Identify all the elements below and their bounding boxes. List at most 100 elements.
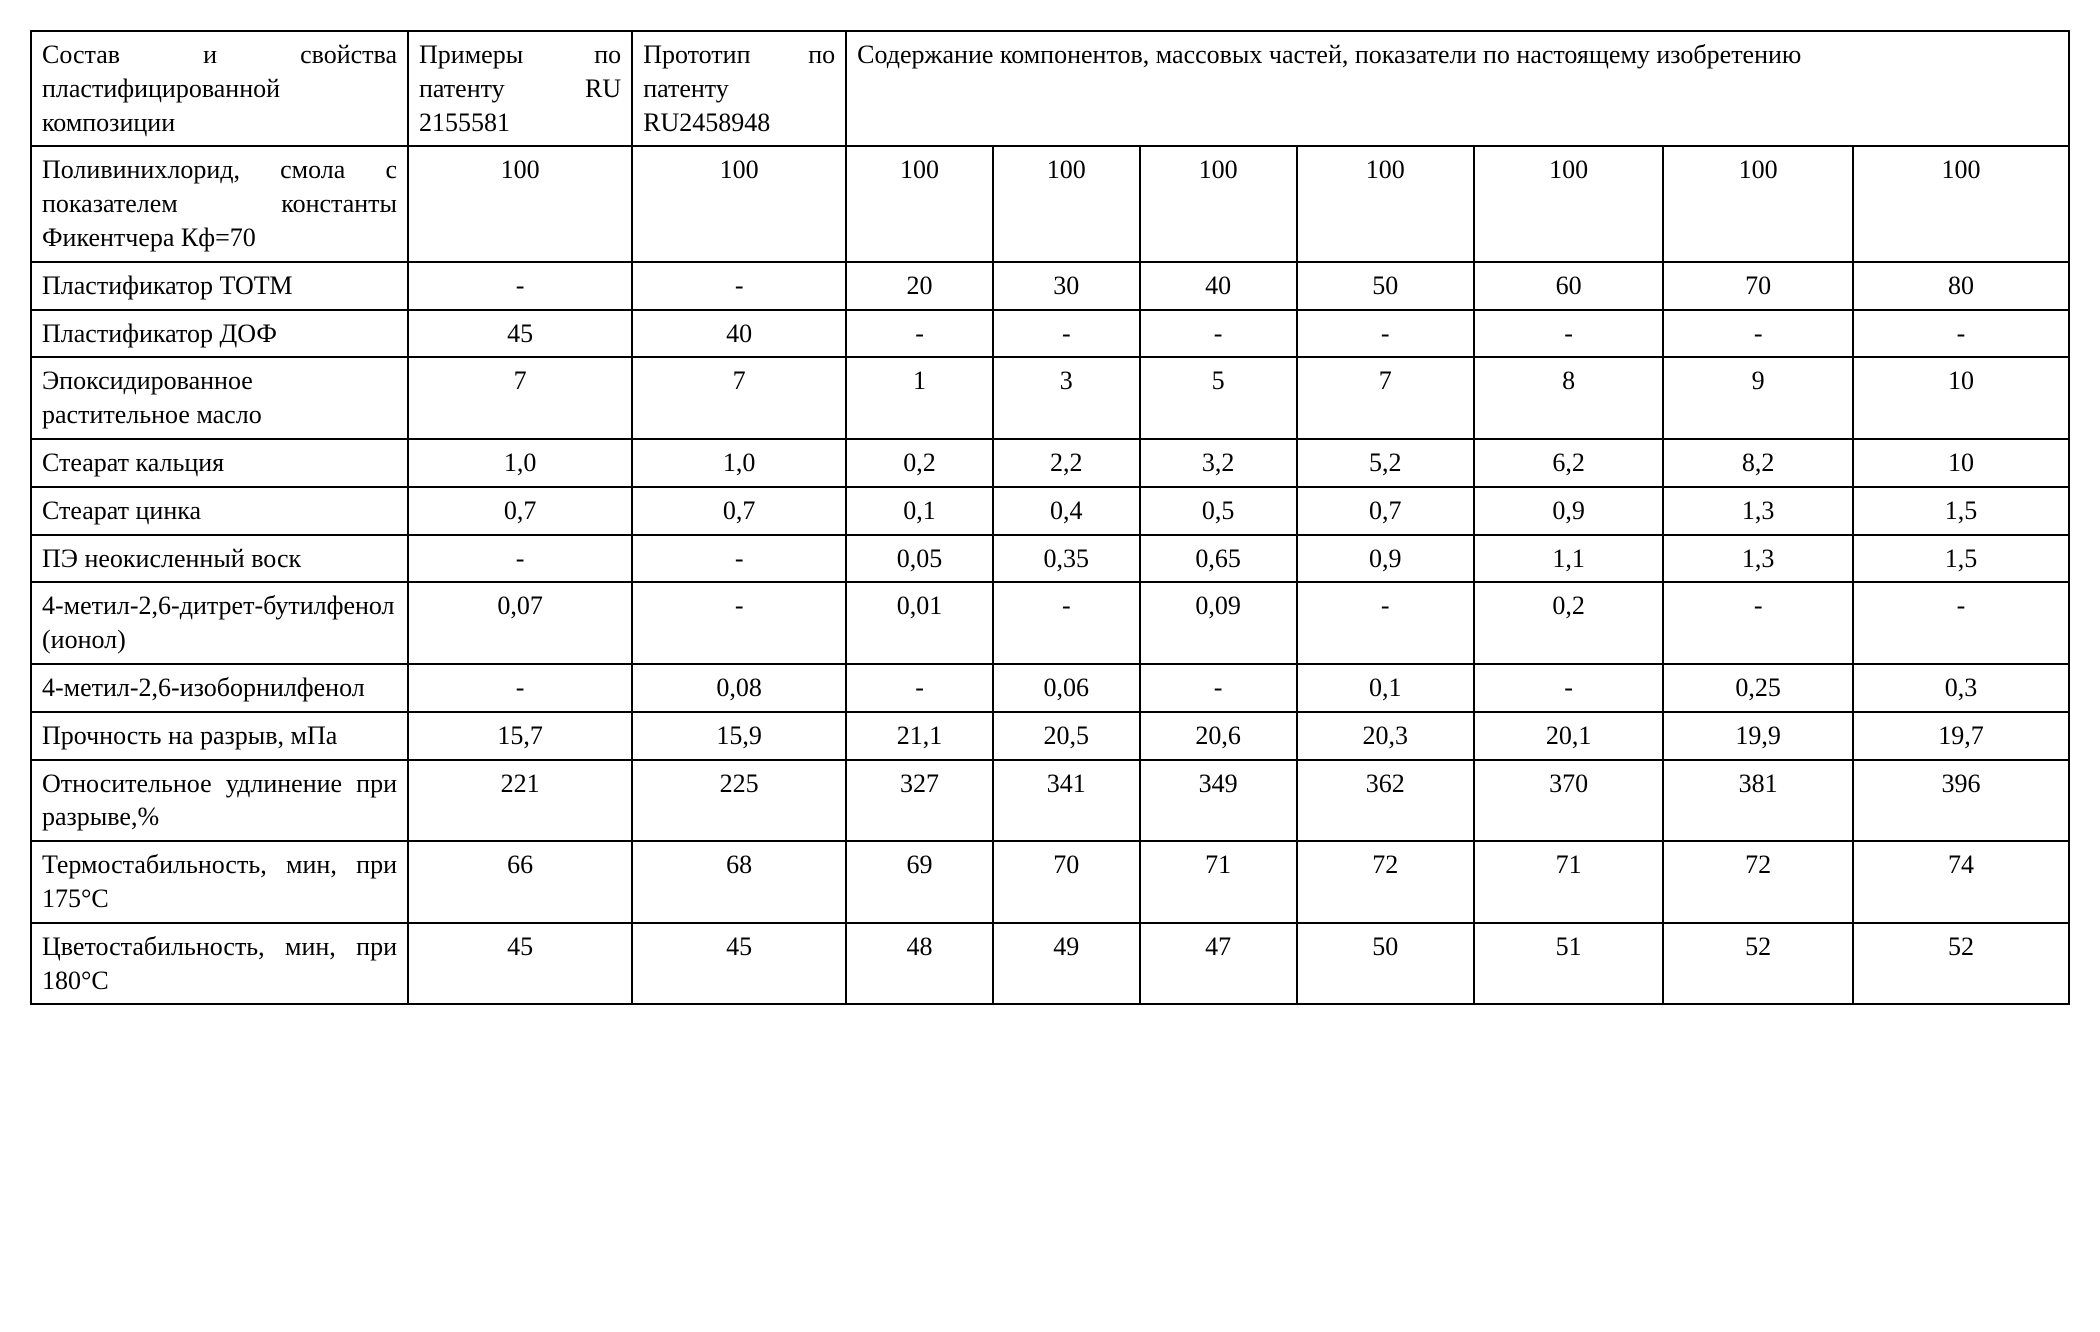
table-cell: 20: [846, 262, 993, 310]
table-cell: 49: [993, 923, 1140, 1005]
table-cell: 362: [1297, 760, 1474, 842]
row-label: Стеарат кальция: [31, 439, 408, 487]
table-cell: 30: [993, 262, 1140, 310]
table-cell: -: [1297, 310, 1474, 358]
table-cell: 60: [1474, 262, 1664, 310]
table-row: Поливинихлорид, смола с показателем конс…: [31, 146, 2069, 261]
row-label: ПЭ неокисленный воск: [31, 535, 408, 583]
table-cell: 0,07: [408, 582, 632, 664]
table-cell: 0,1: [1297, 664, 1474, 712]
table-cell: 69: [846, 841, 993, 923]
table-cell: 80: [1853, 262, 2069, 310]
table-cell: 1,0: [408, 439, 632, 487]
row-label: Пластификатор ТОТМ: [31, 262, 408, 310]
table-cell: -: [408, 535, 632, 583]
table-cell: 100: [846, 146, 993, 261]
table-row: Пластификатор ДОФ4540-------: [31, 310, 2069, 358]
table-cell: 0,9: [1474, 487, 1664, 535]
table-cell: 10: [1853, 439, 2069, 487]
table-cell: 72: [1663, 841, 1853, 923]
table-row: Относительное удлинение при разрыве,%221…: [31, 760, 2069, 842]
header-prototype-ru2458948: Прототип по патенту RU2458948: [632, 31, 846, 146]
table-cell: 0,2: [846, 439, 993, 487]
table-cell: 0,08: [632, 664, 846, 712]
table-cell: 71: [1140, 841, 1297, 923]
table-cell: 100: [408, 146, 632, 261]
table-row: Пластификатор ТОТМ--20304050607080: [31, 262, 2069, 310]
table-row: Цветостабильность, мин, при 180°С4545484…: [31, 923, 2069, 1005]
table-cell: 50: [1297, 262, 1474, 310]
table-cell: 19,9: [1663, 712, 1853, 760]
table-cell: 5,2: [1297, 439, 1474, 487]
table-cell: 21,1: [846, 712, 993, 760]
table-cell: 45: [408, 310, 632, 358]
table-cell: 100: [993, 146, 1140, 261]
table-cell: 2,2: [993, 439, 1140, 487]
row-label: 4-метил-2,6-изоборнилфенол: [31, 664, 408, 712]
table-cell: 100: [1297, 146, 1474, 261]
header-patent-ru2155581: Примеры по патенту RU 2155581: [408, 31, 632, 146]
table-cell: 45: [408, 923, 632, 1005]
row-label: Поливинихлорид, смола с показателем конс…: [31, 146, 408, 261]
table-cell: 20,6: [1140, 712, 1297, 760]
table-cell: -: [1853, 310, 2069, 358]
table-cell: 6,2: [1474, 439, 1664, 487]
table-cell: 0,1: [846, 487, 993, 535]
table-cell: -: [632, 582, 846, 664]
table-cell: 20,3: [1297, 712, 1474, 760]
table-cell: 70: [1663, 262, 1853, 310]
table-cell: 7: [632, 357, 846, 439]
header-composition: Состав и свойства пластифицированной ком…: [31, 31, 408, 146]
table-cell: 0,7: [408, 487, 632, 535]
table-cell: 0,3: [1853, 664, 2069, 712]
table-cell: 3,2: [1140, 439, 1297, 487]
table-cell: -: [846, 310, 993, 358]
table-row: Эпоксидированное растительное масло77135…: [31, 357, 2069, 439]
table-cell: -: [408, 262, 632, 310]
table-cell: -: [1663, 582, 1853, 664]
table-cell: 100: [1853, 146, 2069, 261]
table-cell: 100: [1140, 146, 1297, 261]
table-cell: 3: [993, 357, 1140, 439]
table-cell: 341: [993, 760, 1140, 842]
table-cell: 0,25: [1663, 664, 1853, 712]
table-cell: 1,5: [1853, 535, 2069, 583]
table-cell: 0,06: [993, 664, 1140, 712]
row-label: Эпоксидированное растительное масло: [31, 357, 408, 439]
table-cell: -: [632, 535, 846, 583]
table-row: Стеарат цинка0,70,70,10,40,50,70,91,31,5: [31, 487, 2069, 535]
table-cell: 10: [1853, 357, 2069, 439]
row-label: Пластификатор ДОФ: [31, 310, 408, 358]
table-cell: 100: [1663, 146, 1853, 261]
table-cell: 15,9: [632, 712, 846, 760]
table-cell: 349: [1140, 760, 1297, 842]
table-cell: -: [993, 582, 1140, 664]
table-row: Термостабильность, мин, при 175°С6668697…: [31, 841, 2069, 923]
table-cell: -: [1663, 310, 1853, 358]
table-cell: 66: [408, 841, 632, 923]
table-cell: 47: [1140, 923, 1297, 1005]
table-cell: -: [1297, 582, 1474, 664]
table-cell: 20,5: [993, 712, 1140, 760]
table-cell: -: [1474, 664, 1664, 712]
table-cell: 8: [1474, 357, 1664, 439]
table-cell: -: [846, 664, 993, 712]
row-label: Относительное удлинение при разрыве,%: [31, 760, 408, 842]
table-cell: 1,5: [1853, 487, 2069, 535]
table-row: Прочность на разрыв, мПа15,715,921,120,5…: [31, 712, 2069, 760]
table-cell: 0,4: [993, 487, 1140, 535]
table-cell: -: [408, 664, 632, 712]
table-cell: -: [1853, 582, 2069, 664]
table-row: 4-метил-2,6-дитрет-бутилфенол (ионол)0,0…: [31, 582, 2069, 664]
table-cell: 48: [846, 923, 993, 1005]
row-label: Стеарат цинка: [31, 487, 408, 535]
table-cell: 52: [1853, 923, 2069, 1005]
table-cell: 15,7: [408, 712, 632, 760]
table-cell: 68: [632, 841, 846, 923]
table-cell: 7: [1297, 357, 1474, 439]
table-cell: 0,7: [632, 487, 846, 535]
table-cell: -: [1140, 664, 1297, 712]
table-cell: 1,3: [1663, 535, 1853, 583]
table-cell: 0,9: [1297, 535, 1474, 583]
table-cell: -: [993, 310, 1140, 358]
